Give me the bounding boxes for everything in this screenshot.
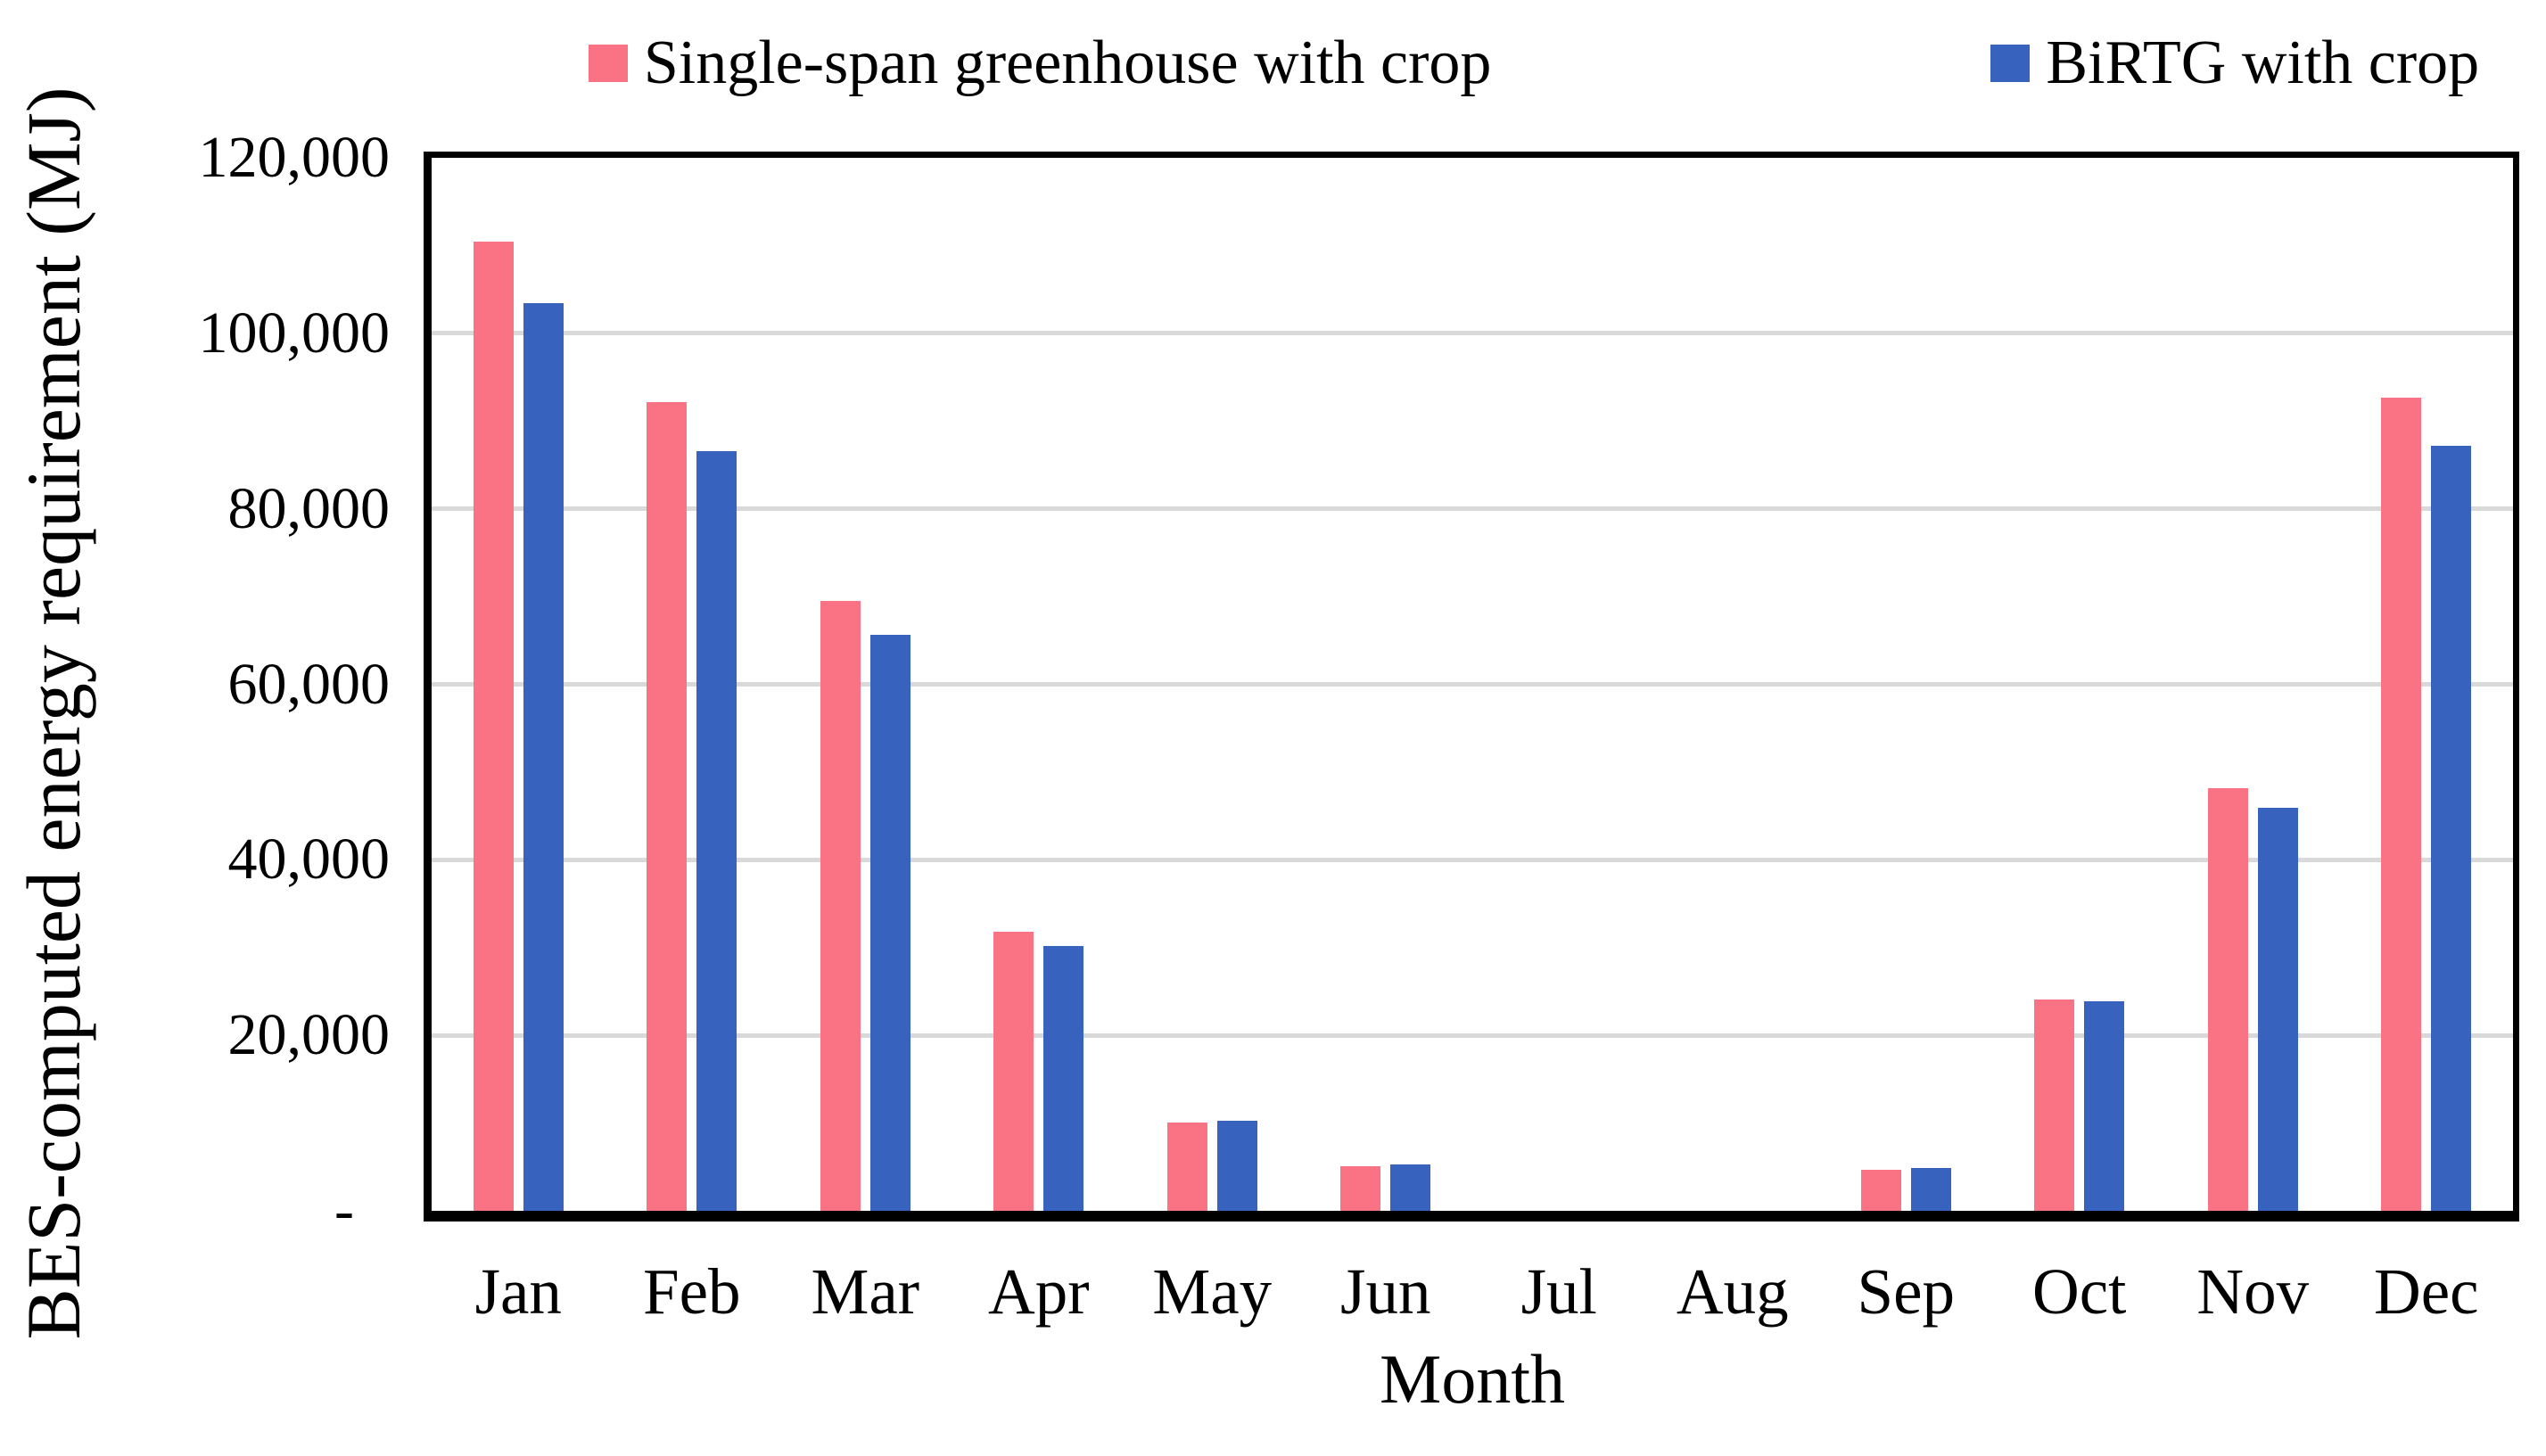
legend-item-single-span: Single-span greenhouse with crop (588, 23, 1492, 103)
bar-single-span (2207, 787, 2248, 1211)
month-slot (432, 158, 606, 1211)
plot-inner (432, 158, 2513, 1211)
month-slot (1125, 158, 1299, 1211)
month-slot (779, 158, 952, 1211)
bar-single-span (1340, 1165, 1381, 1211)
y-tick-label: 40,000 (227, 827, 391, 893)
gridline (432, 331, 2513, 336)
bar-birtg (1910, 1167, 1951, 1211)
y-tick-label: 100,000 (198, 300, 391, 366)
month-slot (1299, 158, 1473, 1211)
x-tick-label: Mar (811, 1255, 920, 1328)
y-tick-label: 60,000 (227, 651, 391, 717)
x-tick-label: Jun (1340, 1255, 1431, 1328)
bar-single-span (647, 401, 688, 1211)
x-tick-label: Dec (2373, 1255, 2479, 1328)
bar-single-span (993, 932, 1034, 1211)
x-tick-label: Sep (1857, 1255, 1956, 1328)
x-tick-label: Oct (2032, 1255, 2127, 1328)
bar-single-span (820, 601, 861, 1211)
y-tick-label: 20,000 (227, 1002, 391, 1068)
month-slot (1819, 158, 1993, 1211)
bar-birtg (1043, 945, 1084, 1211)
gridline (432, 506, 2513, 512)
legend-swatch-birtg-icon (1990, 45, 2031, 82)
legend: Single-span greenhouse with crop BiRTG w… (492, 23, 2546, 103)
month-slot (2166, 158, 2340, 1211)
y-tick-label: 120,000 (198, 125, 391, 190)
bar-birtg (1216, 1120, 1257, 1211)
bar-single-span (2034, 999, 2075, 1211)
legend-label-single-span: Single-span greenhouse with crop (643, 29, 1492, 97)
x-tick-label: Jan (474, 1255, 562, 1328)
bar-birtg (2084, 1000, 2125, 1211)
y-tick-label: - (334, 1178, 354, 1243)
legend-item-birtg: BiRTG with crop (1990, 23, 2479, 103)
bar-single-span (473, 242, 514, 1211)
x-tick-label: Aug (1676, 1255, 1789, 1328)
bar-birtg (1390, 1164, 1431, 1211)
bar-single-span (1860, 1169, 1901, 1211)
x-axis-title: Month (1379, 1340, 1566, 1418)
month-slot (2340, 158, 2514, 1211)
gridline (432, 682, 2513, 687)
x-tick-label: Feb (643, 1255, 741, 1328)
x-tick-label: Nov (2196, 1255, 2310, 1328)
month-slot (1646, 158, 1820, 1211)
month-slot (1993, 158, 2167, 1211)
gridline (432, 1032, 2513, 1038)
plot-area (424, 152, 2519, 1222)
legend-swatch-single-span-icon (588, 45, 628, 82)
x-tick-label: Apr (987, 1255, 1090, 1328)
bar-birtg (523, 303, 564, 1211)
legend-label-birtg: BiRTG with crop (2046, 29, 2480, 97)
bar-birtg (869, 635, 910, 1211)
bar-birtg (2431, 445, 2472, 1211)
bar-single-span (2381, 397, 2422, 1211)
y-tick-label: 80,000 (227, 475, 391, 541)
bar-birtg (696, 450, 737, 1211)
gridline (432, 857, 2513, 862)
month-slot (952, 158, 1126, 1211)
x-tick-label: Jul (1520, 1255, 1597, 1328)
month-slot (1472, 158, 1646, 1211)
month-slot (606, 158, 779, 1211)
bar-birtg (2257, 808, 2298, 1211)
x-tick-label: May (1152, 1255, 1273, 1328)
bar-single-span (1166, 1122, 1207, 1211)
